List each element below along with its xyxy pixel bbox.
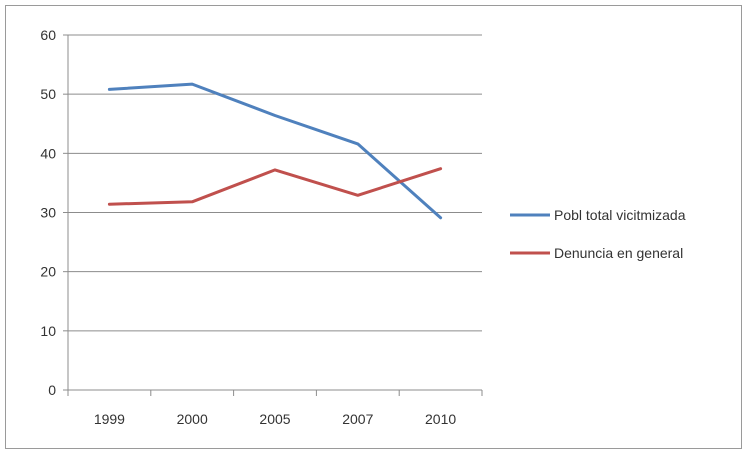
legend-label: Pobl total vicitmizada <box>554 207 686 223</box>
series-line-1 <box>107 167 443 206</box>
legend-label: Denuncia en general <box>554 245 683 261</box>
chart-frame <box>5 5 742 449</box>
gridlines <box>68 34 482 332</box>
x-tick-label: 2010 <box>425 411 456 427</box>
y-tick-label: 10 <box>40 323 56 339</box>
y-tick-label: 0 <box>48 382 56 398</box>
y-tick-label: 60 <box>40 27 56 43</box>
x-tick-labels: 1999 2000 2005 2007 2010 <box>94 411 457 427</box>
y-tick-label: 30 <box>40 205 56 221</box>
series-lines <box>107 82 443 220</box>
y-tick-labels: 0 10 20 30 40 50 60 <box>40 27 56 398</box>
x-tick-label: 2005 <box>259 411 290 427</box>
x-tick-label: 1999 <box>94 411 125 427</box>
axes <box>63 34 483 396</box>
series-line-0 <box>107 82 443 220</box>
y-tick-label: 20 <box>40 264 56 280</box>
legend: Pobl total vicitmizada Denuncia en genera… <box>510 207 686 261</box>
x-tick-label: 2007 <box>342 411 373 427</box>
y-tick-label: 50 <box>40 86 56 102</box>
y-tick-label: 40 <box>40 145 56 161</box>
x-tick-label: 2000 <box>177 411 208 427</box>
